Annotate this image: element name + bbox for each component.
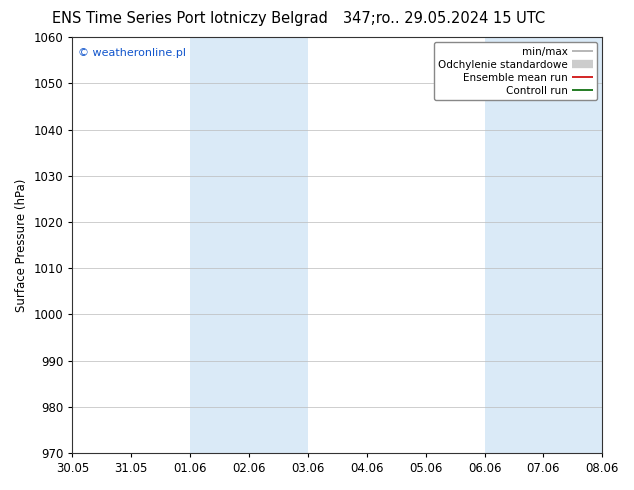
Bar <box>484 37 602 453</box>
Bar <box>190 37 308 453</box>
Legend: min/max, Odchylenie standardowe, Ensemble mean run, Controll run: min/max, Odchylenie standardowe, Ensembl… <box>434 42 597 100</box>
Text: ENS Time Series Port lotniczy Belgrad: ENS Time Series Port lotniczy Belgrad <box>52 11 328 26</box>
Y-axis label: Surface Pressure (hPa): Surface Pressure (hPa) <box>15 178 28 312</box>
Text: © weatheronline.pl: © weatheronline.pl <box>77 48 186 57</box>
Text: 347;ro.. 29.05.2024 15 UTC: 347;ro.. 29.05.2024 15 UTC <box>343 11 545 26</box>
